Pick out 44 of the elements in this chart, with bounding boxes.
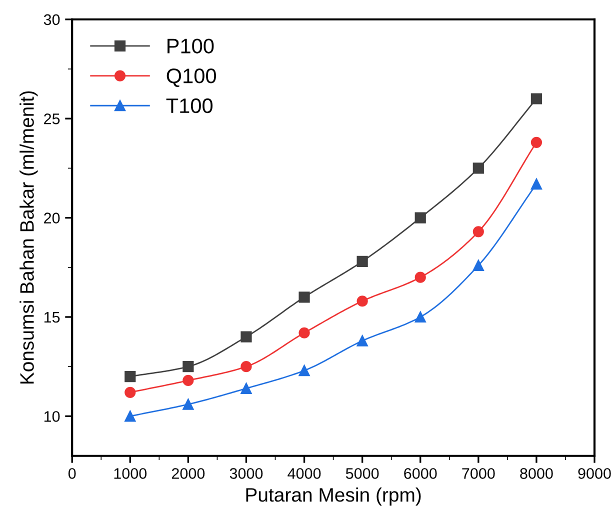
- point: [182, 374, 194, 386]
- point: [124, 386, 136, 398]
- y-tick-label: 20: [44, 212, 60, 224]
- x-tick-label: 4000: [288, 468, 321, 479]
- point: [530, 178, 542, 190]
- point: [472, 260, 484, 271]
- point: [414, 311, 426, 323]
- point: [240, 331, 252, 342]
- point: [298, 292, 310, 303]
- y-tick-label: 10: [44, 411, 60, 422]
- x-tick-label: 3000: [230, 468, 263, 479]
- point: [240, 361, 252, 372]
- x-tick-label: 5000: [346, 468, 379, 479]
- y-tick-label: 25: [44, 113, 60, 124]
- x-tick-label: 6000: [404, 468, 437, 479]
- point: [356, 335, 368, 346]
- point: [240, 382, 252, 394]
- legend-label: Q100: [166, 68, 216, 88]
- x-tick-label: 8000: [520, 468, 553, 479]
- y-tick-label: 15: [44, 312, 60, 323]
- point: [414, 272, 426, 283]
- x-axis-title: Putaran Mesin (rpm): [246, 487, 421, 506]
- point: [124, 410, 136, 422]
- x-tick-label: 7000: [462, 468, 495, 479]
- point: [298, 327, 310, 338]
- point: [530, 136, 542, 148]
- x-tick-label: 1000: [114, 468, 147, 479]
- x-tick-label: 9000: [578, 468, 611, 479]
- point: [182, 398, 194, 410]
- legend-label: T100: [166, 98, 213, 114]
- x-tick-label: 2000: [172, 468, 205, 479]
- point: [124, 370, 136, 382]
- point: [356, 256, 368, 267]
- point: [530, 93, 542, 104]
- y-axis-title: Konsumsi Bahan Bakar (ml/menit): [20, 91, 38, 384]
- point: [472, 226, 484, 238]
- x-tick-label: 0: [68, 468, 76, 479]
- point: [472, 162, 484, 174]
- y-tick-label: 30: [44, 14, 60, 26]
- legend-label: P100: [168, 38, 214, 54]
- point: [356, 296, 368, 307]
- point: [182, 361, 194, 372]
- point: [298, 365, 310, 376]
- point: [414, 212, 426, 224]
